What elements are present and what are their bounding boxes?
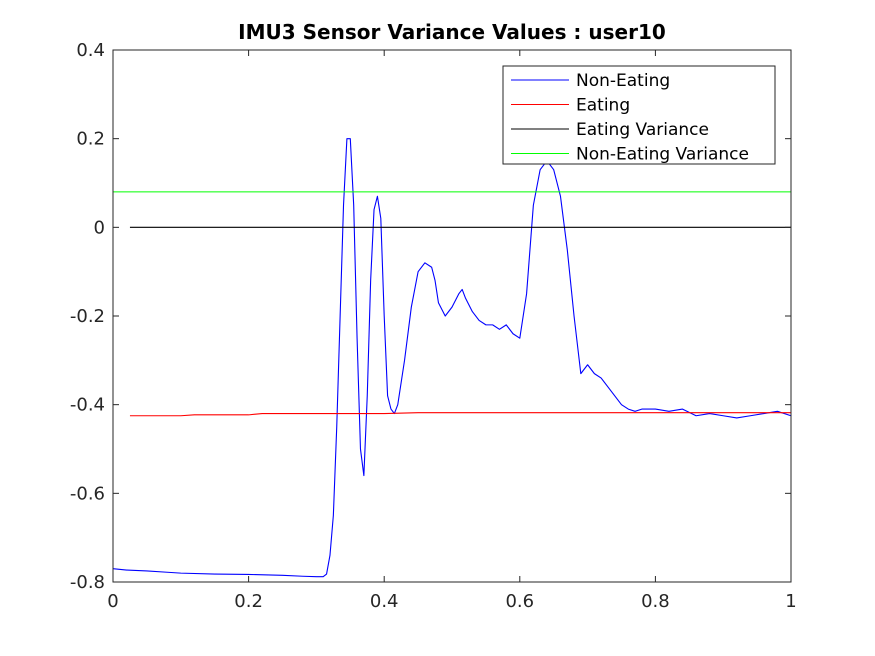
x-tick-label: 0.8 (641, 591, 670, 612)
series-line-eating (129, 412, 791, 417)
y-tick-label: -0.8 (70, 572, 105, 593)
x-tick-label: 0.6 (505, 591, 534, 612)
y-tick-label: -0.4 (70, 395, 105, 416)
y-tick-label: 0 (94, 217, 105, 238)
y-tick-label: 0.4 (76, 40, 105, 61)
x-tick-label: 1 (785, 591, 796, 612)
y-tick-label: -0.6 (70, 483, 105, 504)
x-tick-label: 0.4 (370, 591, 399, 612)
legend-label: Eating (576, 96, 630, 116)
x-tick-label: 0 (107, 591, 118, 612)
chart-title: IMU3 Sensor Variance Values : user10 (238, 20, 666, 44)
legend-label: Non-Eating (576, 71, 670, 91)
y-tick-label: 0.2 (76, 129, 105, 150)
series-line-non-eating (112, 138, 792, 578)
x-tick-label: 0.2 (234, 591, 263, 612)
legend-box (502, 65, 776, 165)
legend-label: Eating Variance (576, 120, 709, 140)
y-tick-label: -0.2 (70, 306, 105, 327)
legend-label: Non-Eating Variance (576, 145, 749, 165)
series-layer (112, 138, 792, 578)
legend: Non-Eating Eating Eating Variance Non-Eatin… (502, 65, 776, 165)
